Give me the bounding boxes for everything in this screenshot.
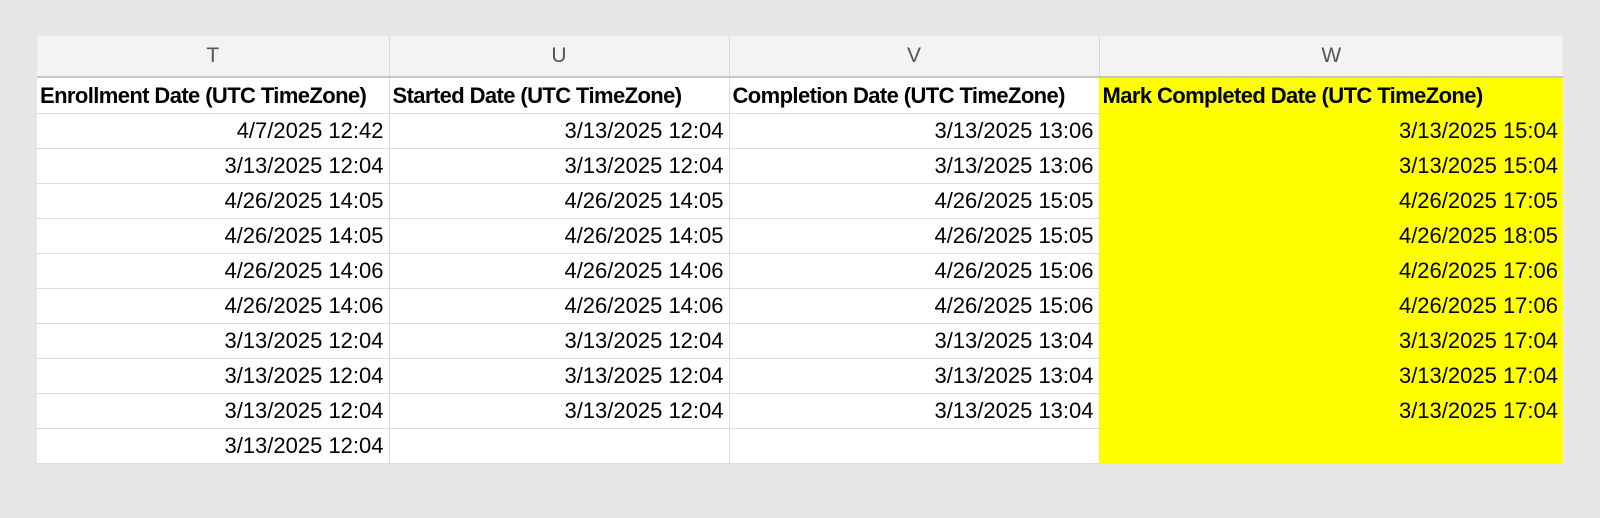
cell-started-date[interactable]: 4/26/2025 14:05 xyxy=(388,218,729,254)
column-header-t[interactable]: T xyxy=(37,36,389,78)
spreadsheet-grid: T U V W Enrollment Date (UTC TimeZone) S… xyxy=(37,36,1563,464)
cell-mark-completed-date[interactable]: 3/13/2025 15:04 xyxy=(1098,113,1563,149)
cell-enrollment-date[interactable]: 4/7/2025 12:42 xyxy=(37,113,389,149)
table-row: 3/13/2025 12:04 3/13/2025 12:04 3/13/202… xyxy=(37,358,1563,394)
cell-enrollment-date[interactable]: 3/13/2025 12:04 xyxy=(37,148,389,184)
cell-enrollment-date[interactable]: 4/26/2025 14:06 xyxy=(37,253,389,289)
column-header-u[interactable]: U xyxy=(388,36,729,78)
cell-enrollment-date[interactable]: 4/26/2025 14:05 xyxy=(37,218,389,254)
cell-mark-completed-date[interactable]: 3/13/2025 17:04 xyxy=(1098,358,1563,394)
cell-enrollment-date[interactable]: 3/13/2025 12:04 xyxy=(37,323,389,359)
cell-completion-date[interactable] xyxy=(728,428,1099,464)
cell-completion-date[interactable]: 4/26/2025 15:05 xyxy=(728,218,1099,254)
table-row: 4/26/2025 14:05 4/26/2025 14:05 4/26/202… xyxy=(37,183,1563,219)
table-row: 3/13/2025 12:04 3/13/2025 12:04 3/13/202… xyxy=(37,323,1563,359)
header-cell-started-date[interactable]: Started Date (UTC TimeZone) xyxy=(388,77,729,114)
header-cell-enrollment-date[interactable]: Enrollment Date (UTC TimeZone) xyxy=(37,77,389,114)
cell-completion-date[interactable]: 3/13/2025 13:06 xyxy=(728,113,1099,149)
cell-enrollment-date[interactable]: 3/13/2025 12:04 xyxy=(37,358,389,394)
cell-completion-date[interactable]: 3/13/2025 13:04 xyxy=(728,358,1099,394)
table-row: 4/26/2025 14:06 4/26/2025 14:06 4/26/202… xyxy=(37,253,1563,289)
column-header-row: T U V W xyxy=(37,36,1563,78)
data-table: T U V W Enrollment Date (UTC TimeZone) S… xyxy=(37,36,1563,464)
cell-mark-completed-date[interactable]: 4/26/2025 17:05 xyxy=(1098,183,1563,219)
cell-completion-date[interactable]: 3/13/2025 13:04 xyxy=(728,393,1099,429)
cell-completion-date[interactable]: 3/13/2025 13:06 xyxy=(728,148,1099,184)
cell-mark-completed-date[interactable] xyxy=(1098,428,1563,464)
cell-completion-date[interactable]: 3/13/2025 13:04 xyxy=(728,323,1099,359)
cell-mark-completed-date[interactable]: 3/13/2025 17:04 xyxy=(1098,393,1563,429)
cell-started-date[interactable]: 3/13/2025 12:04 xyxy=(388,393,729,429)
cell-enrollment-date[interactable]: 4/26/2025 14:05 xyxy=(37,183,389,219)
table-row: 3/13/2025 12:04 3/13/2025 12:04 3/13/202… xyxy=(37,393,1563,429)
cell-enrollment-date[interactable]: 3/13/2025 12:04 xyxy=(37,428,389,464)
cell-mark-completed-date[interactable]: 4/26/2025 17:06 xyxy=(1098,288,1563,324)
cell-started-date[interactable] xyxy=(388,428,729,464)
cell-mark-completed-date[interactable]: 3/13/2025 17:04 xyxy=(1098,323,1563,359)
cell-started-date[interactable]: 4/26/2025 14:06 xyxy=(388,253,729,289)
cell-enrollment-date[interactable]: 4/26/2025 14:06 xyxy=(37,288,389,324)
header-cell-completion-date[interactable]: Completion Date (UTC TimeZone) xyxy=(728,77,1099,114)
table-row: 4/26/2025 14:06 4/26/2025 14:06 4/26/202… xyxy=(37,288,1563,324)
cell-mark-completed-date[interactable]: 4/26/2025 18:05 xyxy=(1098,218,1563,254)
cell-completion-date[interactable]: 4/26/2025 15:06 xyxy=(728,288,1099,324)
table-row: 3/13/2025 12:04 3/13/2025 12:04 3/13/202… xyxy=(37,148,1563,184)
cell-mark-completed-date[interactable]: 3/13/2025 15:04 xyxy=(1098,148,1563,184)
table-row: 4/7/2025 12:42 3/13/2025 12:04 3/13/2025… xyxy=(37,113,1563,149)
header-row: Enrollment Date (UTC TimeZone) Started D… xyxy=(37,77,1563,114)
cell-started-date[interactable]: 3/13/2025 12:04 xyxy=(388,358,729,394)
column-header-v[interactable]: V xyxy=(728,36,1099,78)
table-row: 3/13/2025 12:04 xyxy=(37,428,1563,464)
cell-completion-date[interactable]: 4/26/2025 15:05 xyxy=(728,183,1099,219)
cell-started-date[interactable]: 4/26/2025 14:05 xyxy=(388,183,729,219)
column-header-w[interactable]: W xyxy=(1098,36,1563,78)
cell-started-date[interactable]: 3/13/2025 12:04 xyxy=(388,323,729,359)
cell-started-date[interactable]: 4/26/2025 14:06 xyxy=(388,288,729,324)
cell-started-date[interactable]: 3/13/2025 12:04 xyxy=(388,148,729,184)
cell-enrollment-date[interactable]: 3/13/2025 12:04 xyxy=(37,393,389,429)
cell-completion-date[interactable]: 4/26/2025 15:06 xyxy=(728,253,1099,289)
cell-started-date[interactable]: 3/13/2025 12:04 xyxy=(388,113,729,149)
table-row: 4/26/2025 14:05 4/26/2025 14:05 4/26/202… xyxy=(37,218,1563,254)
cell-mark-completed-date[interactable]: 4/26/2025 17:06 xyxy=(1098,253,1563,289)
header-cell-mark-completed-date[interactable]: Mark Completed Date (UTC TimeZone) xyxy=(1098,77,1563,114)
